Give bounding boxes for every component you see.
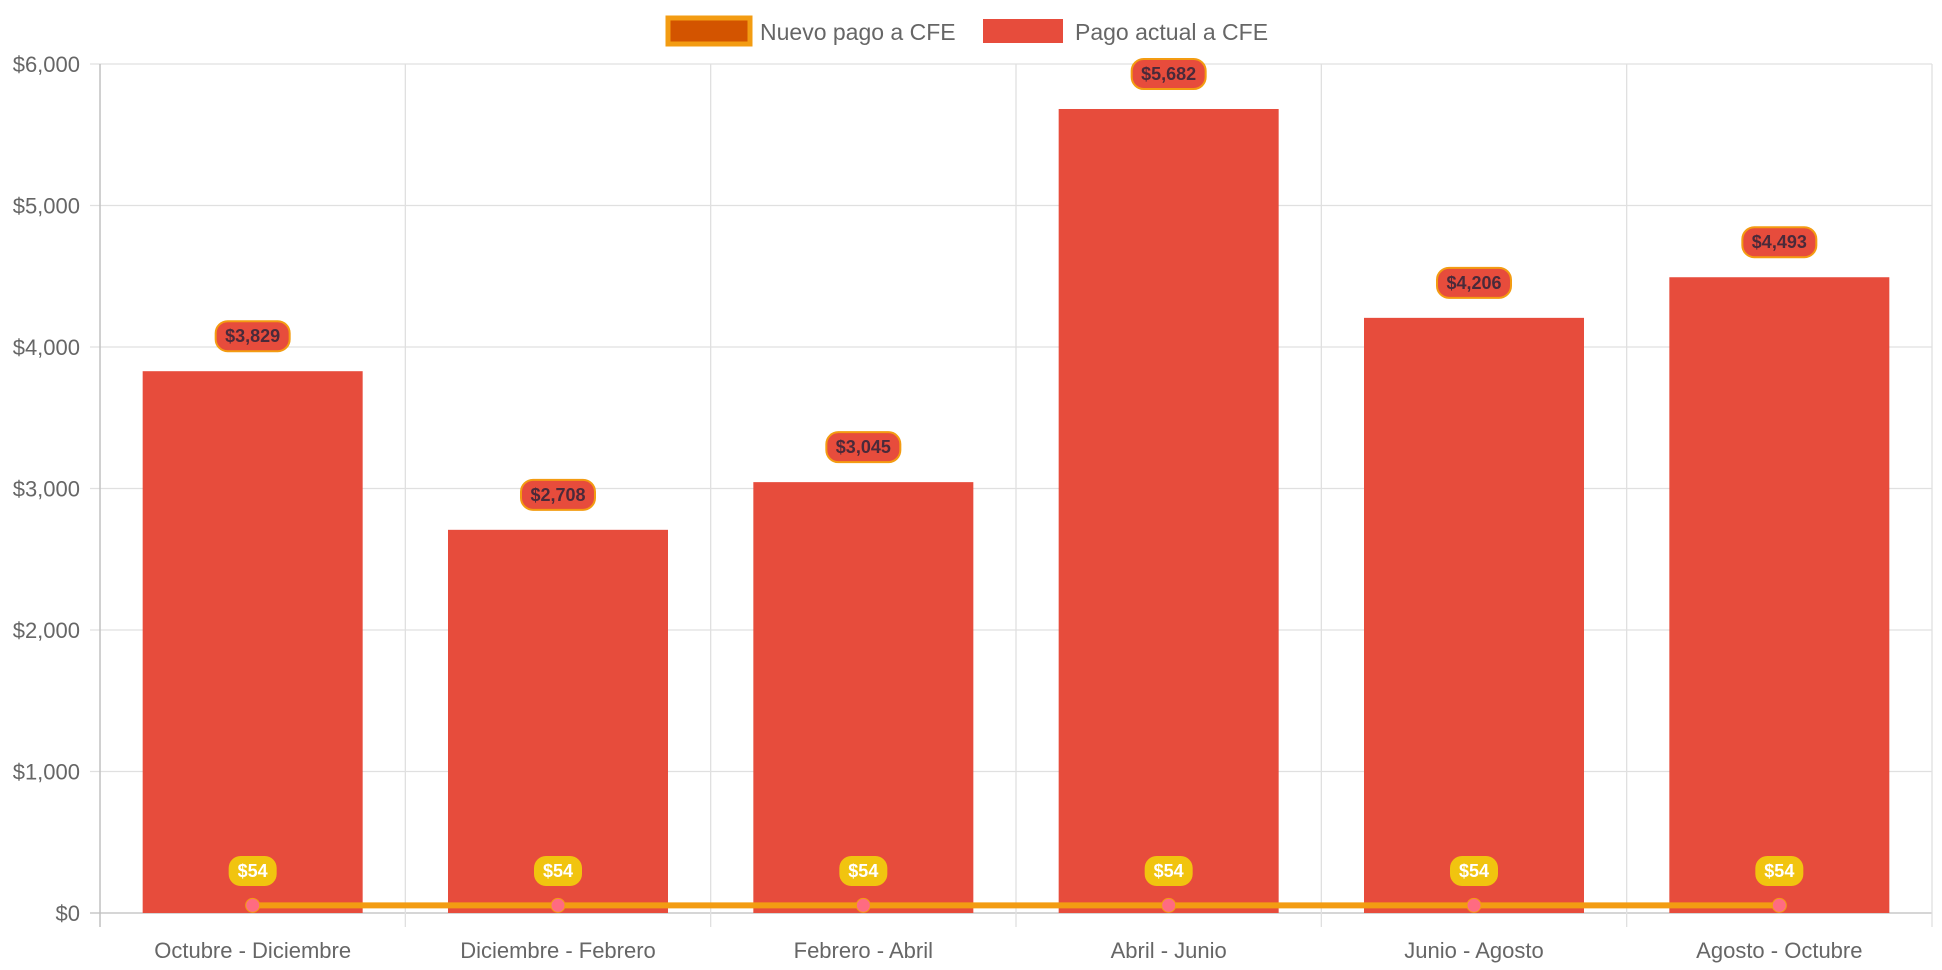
bar[interactable] [1669, 277, 1890, 914]
y-tick-label: $0 [56, 901, 80, 926]
line-point[interactable] [1161, 897, 1177, 913]
line-label-badge [1755, 856, 1804, 886]
bar[interactable] [1364, 317, 1584, 913]
line-data-label: $54 [848, 861, 878, 881]
bar-data-label: $2,708 [530, 485, 585, 505]
x-tick-label: Agosto - Octubre [1696, 938, 1862, 963]
line-point[interactable] [245, 897, 261, 913]
x-tick-label: Junio - Agosto [1404, 938, 1543, 963]
bar[interactable] [142, 371, 363, 913]
legend-item-pago-actual[interactable]: Pago actual a CFE [983, 19, 1268, 45]
line-label-badge [1144, 856, 1193, 886]
y-tick-label: $2,000 [13, 618, 80, 643]
legend-label: Nuevo pago a CFE [760, 19, 956, 45]
line-point[interactable] [1771, 897, 1787, 913]
bar-label-badge [214, 320, 291, 353]
bar-label-badge [1741, 226, 1818, 259]
line-label-badge [1450, 856, 1498, 886]
legend[interactable]: Nuevo pago a CFE Pago actual a CFE [665, 15, 1268, 47]
y-axis: $0 $1,000 $2,000 $3,000 $4,000 $5,000 $6,000 [13, 52, 80, 926]
legend-item-nuevo-pago[interactable]: Nuevo pago a CFE [665, 15, 956, 47]
y-tick-label: $1,000 [13, 760, 80, 785]
bar-data-label: $5,682 [1141, 64, 1196, 84]
line-data-label: $54 [1459, 861, 1489, 881]
bar[interactable] [448, 529, 668, 913]
bar[interactable] [753, 482, 974, 913]
bar-data-label: $4,206 [1446, 273, 1501, 293]
x-axis: Octubre - Diciembre Diciembre - Febrero Fe… [154, 938, 1862, 963]
line-data-label: $54 [238, 861, 268, 881]
legend-swatch-bar [983, 19, 1063, 43]
line-label-badge [534, 856, 582, 886]
data-labels: $3,829 $2,708 $3,045 $5,682 $4,206 $4,493 $54 $… [214, 57, 1818, 886]
bar-data-label: $3,829 [225, 326, 280, 346]
line-data-label: $54 [1764, 861, 1794, 881]
x-tick-label: Abril - Junio [1111, 938, 1227, 963]
legend-label: Pago actual a CFE [1075, 19, 1268, 45]
bar-label-badge [1436, 266, 1512, 299]
y-tick-label: $6,000 [13, 52, 80, 77]
bar-data-label: $3,045 [836, 437, 891, 457]
x-tick-label: Octubre - Diciembre [154, 938, 351, 963]
bar-label-badge [825, 431, 902, 464]
y-tick-label: $3,000 [13, 477, 80, 502]
legend-swatch-line [665, 15, 753, 47]
line-label-badge [839, 856, 888, 886]
x-tick-label: Febrero - Abril [794, 938, 933, 963]
line-point[interactable] [550, 897, 566, 913]
line-label-badge [228, 856, 277, 886]
bar-series [142, 108, 1890, 914]
y-tick-label: $5,000 [13, 194, 80, 219]
bar-label-badge [1130, 57, 1207, 90]
bar-label-badge [520, 478, 596, 511]
line-point[interactable] [1466, 897, 1482, 913]
y-tick-label: $4,000 [13, 335, 80, 360]
x-tick-label: Diciembre - Febrero [460, 938, 656, 963]
line-data-label: $54 [543, 861, 573, 881]
bar-data-label: $4,493 [1752, 232, 1807, 252]
line-series [245, 897, 1787, 913]
grid-lines [90, 63, 1933, 927]
bar[interactable] [1058, 108, 1279, 913]
line-data-label: $54 [1154, 861, 1184, 881]
line-point[interactable] [855, 897, 871, 913]
